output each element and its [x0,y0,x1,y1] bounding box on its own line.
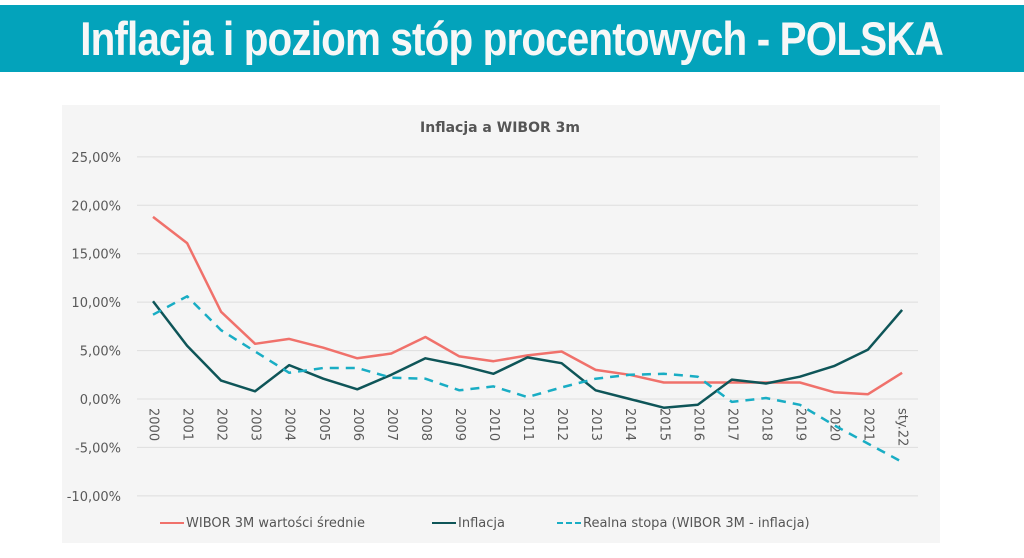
x-tick-label: 2012 [554,408,569,441]
page-title-banner: Inflacja i poziom stóp procentowych - PO… [0,5,1024,72]
x-tick-label: 2010 [486,408,501,441]
x-tick-label: 2014 [622,408,637,441]
x-tick-label: 2019 [792,408,807,441]
y-tick-label: 0,00% [80,393,121,408]
legend-label-wibor: WIBOR 3M wartości średnie [186,515,365,531]
y-tick-label: -5,00% [75,441,121,456]
x-tick-label: 2005 [316,408,331,441]
legend-item-wibor: WIBOR 3M wartości średnie [160,510,365,536]
y-tick-label: 20,00% [71,199,121,214]
x-tick-label: 2009 [452,408,467,441]
x-tick-label: 2006 [350,408,365,441]
x-tick-label: 2003 [248,408,263,441]
x-tick-label: 2016 [690,408,705,441]
x-tick-label: sty.22 [895,408,910,446]
y-tick-label: 15,00% [71,248,121,263]
series-line-realna [152,295,903,464]
legend-item-inflacja: Inflacja [432,510,505,536]
legend-swatch-wibor [160,522,184,524]
y-tick-label: 25,00% [71,151,121,166]
chart-title: Inflacja a WIBOR 3m [420,120,580,136]
chart-area [62,105,940,543]
x-tick-label: 2004 [282,408,297,441]
series-line-inflacja [152,300,904,409]
y-tick-label: 10,00% [71,296,121,311]
x-tick-label: 2013 [588,408,603,441]
x-tick-label: 2018 [758,408,773,441]
x-tick-label: 2007 [384,408,399,441]
legend-swatch-realna [557,522,581,524]
x-tick-label: 2002 [214,408,229,441]
x-tick-label: 2017 [724,408,739,441]
series-line-wibor [152,215,903,396]
legend-label-realna: Realna stopa (WIBOR 3M - inflacja) [583,515,810,531]
y-tick-label: 5,00% [80,345,121,360]
x-tick-label: 2001 [180,408,195,441]
x-tick-label: 2020 [827,408,842,441]
page-title: Inflacja i poziom stóp procentowych - PO… [80,12,945,65]
x-tick-label: 2011 [520,408,535,441]
legend-item-realna: Realna stopa (WIBOR 3M - inflacja) [557,510,810,536]
x-tick-label: 2021 [861,408,876,441]
y-tick-label: -10,00% [67,490,121,505]
legend: WIBOR 3M wartości średnie Inflacja Realn… [0,510,1024,536]
x-tick-label: 2015 [656,408,671,441]
legend-swatch-inflacja [432,522,456,524]
legend-label-inflacja: Inflacja [458,515,505,531]
x-tick-label: 2008 [418,408,433,441]
x-tick-label: 2000 [146,408,161,441]
